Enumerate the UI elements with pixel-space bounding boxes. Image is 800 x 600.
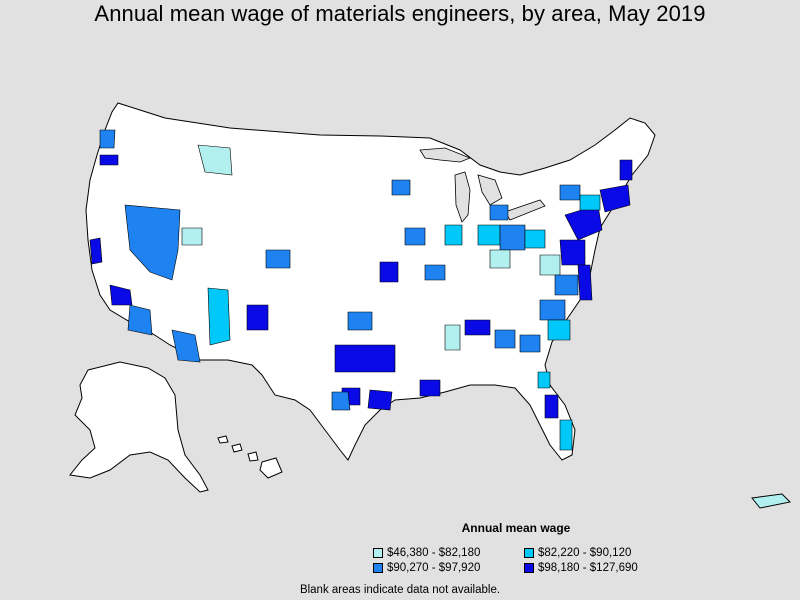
region-georgia (519, 334, 541, 353)
contiguous-us (85, 102, 656, 461)
region-new-york-2 (579, 194, 601, 211)
region-missouri (424, 264, 446, 281)
puerto-rico (751, 493, 792, 509)
region-mississippi (444, 324, 461, 351)
legend-item-4: $98,180 - $127,690 (524, 561, 638, 575)
region-iowa (404, 227, 426, 246)
region-northeast-2 (559, 239, 586, 266)
lake-erie (504, 199, 546, 221)
region-ohio-4 (524, 229, 546, 249)
legend-label-3: $90,270 - $97,920 (387, 562, 481, 574)
region-bay-area (89, 237, 103, 265)
region-new-mexico (246, 304, 269, 331)
region-ohio-2 (499, 224, 526, 251)
region-northeast-4 (599, 184, 631, 213)
lake-superior (419, 147, 472, 163)
region-northeast-5 (619, 159, 633, 181)
region-montana (197, 144, 233, 176)
region-texas-north (334, 344, 396, 373)
region-michigan (489, 204, 509, 221)
legend-swatch-4 (524, 563, 534, 573)
map-title: Annual mean wage of materials engineers,… (94, 1, 706, 26)
region-kansas (379, 261, 399, 283)
legend-swatch-3 (373, 563, 383, 573)
region-virginia (554, 274, 579, 296)
region-ohio-3 (489, 249, 511, 269)
region-socal-1 (109, 284, 133, 306)
region-carolina-1 (539, 299, 566, 321)
region-texas-houston (367, 389, 393, 411)
region-colorado (265, 249, 291, 269)
region-florida-3 (537, 371, 551, 389)
wage-regions (89, 129, 633, 451)
region-northeast-3 (577, 264, 593, 301)
legend-title: Annual mean wage (461, 521, 571, 535)
legend-swatch-1 (373, 548, 383, 558)
footnote: Blank areas indicate data not available. (299, 584, 501, 596)
region-texas-light (331, 391, 351, 411)
lake-michigan (454, 171, 471, 223)
hawaii (217, 435, 283, 479)
region-pacific-nw-2 (99, 154, 119, 166)
region-penn (539, 254, 561, 276)
region-tennessee (464, 319, 491, 336)
legend-item-1: $46,380 - $82,180 (373, 546, 480, 560)
region-pacific-nw-1 (99, 129, 116, 149)
legend-label-1: $46,380 - $82,180 (387, 547, 481, 559)
region-utah (181, 227, 203, 246)
region-florida-2 (559, 419, 573, 451)
legend-item-2: $82,220 - $90,120 (524, 546, 631, 560)
region-new-york-1 (559, 184, 581, 201)
lake-huron (477, 174, 503, 206)
alaska (69, 361, 209, 493)
region-socal-2 (127, 304, 153, 336)
region-louisiana (419, 379, 441, 397)
legend-label-2: $82,220 - $90,120 (538, 547, 632, 559)
region-oklahoma (347, 311, 373, 331)
region-alabama (494, 329, 516, 349)
region-nevada (124, 204, 181, 281)
region-illinois (444, 224, 463, 246)
region-ohio-1 (477, 224, 501, 246)
legend-item-3: $90,270 - $97,920 (373, 561, 480, 575)
region-arizona (207, 287, 231, 346)
region-carolina-2 (547, 319, 571, 341)
region-florida-1 (544, 394, 559, 419)
region-southern-az (171, 329, 201, 363)
region-minnesota (391, 179, 411, 196)
legend-swatch-2 (524, 548, 534, 558)
legend-label-4: $98,180 - $127,690 (538, 562, 638, 574)
